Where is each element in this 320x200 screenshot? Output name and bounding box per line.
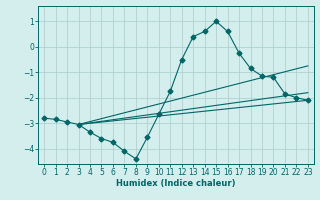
X-axis label: Humidex (Indice chaleur): Humidex (Indice chaleur) (116, 179, 236, 188)
